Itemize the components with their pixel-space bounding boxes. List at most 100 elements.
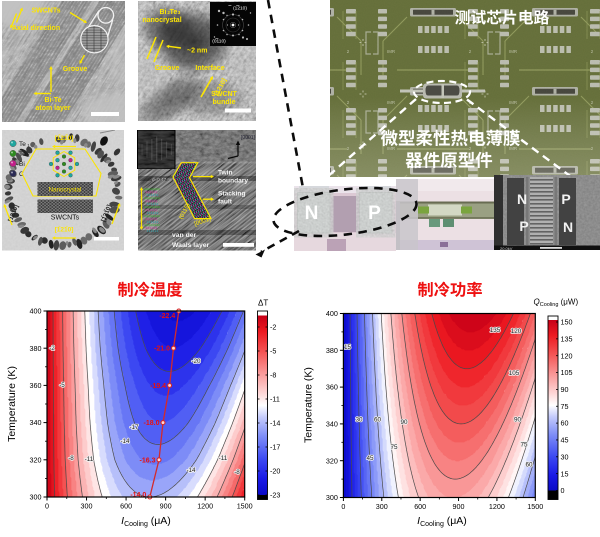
svg-text:van der: van der: [172, 232, 197, 239]
svg-text:400: 400: [326, 309, 338, 318]
svg-text:1500: 1500: [237, 502, 253, 511]
svg-text:P: P: [561, 191, 570, 207]
svg-text:QCooling (μW): QCooling (μW): [534, 298, 579, 309]
svg-text:-14: -14: [270, 419, 280, 428]
svg-text:900: 900: [160, 502, 172, 511]
svg-text:Axial direction: Axial direction: [12, 25, 60, 32]
svg-text:300: 300: [376, 502, 388, 511]
svg-text:1200: 1200: [197, 502, 213, 511]
svg-text:[1210]: [1210]: [55, 227, 74, 234]
svg-text:Waals layer: Waals layer: [172, 242, 210, 249]
svg-text:[0001]: [0001]: [241, 135, 256, 141]
svg-text:120: 120: [561, 351, 573, 360]
svg-text:Te: Te: [170, 9, 178, 16]
svg-text:300: 300: [326, 493, 338, 502]
svg-text:[1210]: [1210]: [55, 135, 74, 142]
svg-text:d=0.47 nm: d=0.47 nm: [152, 177, 174, 182]
svg-text:~2 nm: ~2 nm: [187, 48, 207, 55]
svg-text:90: 90: [400, 419, 408, 426]
svg-text:20.0kV: 20.0kV: [500, 246, 513, 251]
svg-text:60: 60: [561, 419, 569, 428]
svg-text:N: N: [563, 219, 573, 235]
svg-text:fault: fault: [218, 199, 233, 206]
svg-text:Nanocrystal: Nanocrystal: [49, 187, 82, 194]
svg-text:nanocrystal: nanocrystal: [142, 17, 181, 24]
svg-text:0: 0: [561, 486, 565, 495]
svg-text:Te: Te: [19, 151, 26, 158]
svg-text:-16.3: -16.3: [140, 457, 156, 464]
svg-text:Groove: Groove: [155, 65, 180, 72]
svg-text:Te: Te: [19, 141, 26, 148]
svg-text:P: P: [368, 203, 381, 224]
svg-text:1500: 1500: [527, 502, 543, 511]
svg-text:3: 3: [178, 10, 181, 15]
svg-text:360: 360: [30, 381, 42, 390]
svg-text:15: 15: [344, 344, 352, 351]
svg-text:-5: -5: [59, 382, 65, 389]
svg-text:[0001]: [0001]: [194, 216, 212, 227]
svg-text:-5: -5: [270, 347, 276, 356]
svg-text:-20: -20: [191, 358, 201, 365]
svg-text:60: 60: [525, 462, 533, 469]
svg-text:105: 105: [561, 368, 573, 377]
svg-text:Twin: Twin: [218, 170, 233, 177]
svg-text:45: 45: [366, 455, 374, 462]
svg-text:-2: -2: [270, 323, 276, 332]
svg-text:75: 75: [561, 402, 569, 411]
svg-text:-11: -11: [219, 455, 228, 462]
svg-text:400: 400: [30, 307, 42, 316]
svg-text:1200: 1200: [489, 502, 505, 511]
svg-text:-11: -11: [85, 456, 94, 463]
svg-text:45: 45: [561, 436, 569, 445]
svg-text:-22.4: -22.4: [159, 313, 175, 320]
svg-text:-18.0: -18.0: [144, 420, 160, 427]
svg-text:-20: -20: [270, 467, 280, 476]
svg-text:2: 2: [167, 10, 170, 15]
svg-text:Bi: Bi: [19, 161, 25, 168]
svg-text:0: 0: [341, 502, 345, 511]
svg-text:135: 135: [561, 335, 573, 344]
svg-text:ICooling (μA): ICooling (μA): [417, 515, 467, 528]
svg-text:60: 60: [374, 417, 382, 424]
svg-text:-21.0: -21.0: [154, 346, 170, 353]
svg-text:380: 380: [326, 346, 338, 355]
svg-text:900: 900: [453, 502, 465, 511]
svg-text:340: 340: [326, 420, 338, 429]
svg-text:atom layer: atom layer: [35, 105, 70, 112]
svg-text:-17: -17: [129, 424, 139, 431]
svg-text:-14: -14: [120, 438, 130, 445]
svg-text:Interface: Interface: [195, 65, 224, 72]
svg-text:boundary: boundary: [218, 178, 248, 185]
svg-text:1: 1: [27, 143, 30, 148]
svg-text:-11: -11: [270, 395, 280, 404]
svg-text:-14.0: -14.0: [130, 492, 146, 499]
svg-text:2: 2: [27, 153, 30, 158]
svg-text:600: 600: [120, 502, 132, 511]
svg-text:(0110): (0110): [212, 39, 226, 45]
svg-text:30: 30: [561, 452, 569, 461]
svg-text:135: 135: [490, 327, 501, 334]
svg-text:Temperature (K): Temperature (K): [303, 367, 315, 443]
svg-text:C: C: [19, 171, 24, 178]
svg-text:Bi: Bi: [160, 9, 167, 16]
svg-text:Temperature (K): Temperature (K): [6, 366, 18, 442]
svg-text:-14: -14: [186, 467, 196, 474]
svg-text:320: 320: [326, 456, 338, 465]
svg-text:360: 360: [326, 383, 338, 392]
svg-text:300: 300: [81, 502, 93, 511]
svg-text:SWCNTs: SWCNTs: [51, 215, 80, 222]
svg-text:120: 120: [511, 328, 522, 335]
svg-text:90: 90: [514, 417, 522, 424]
svg-text:15: 15: [561, 469, 569, 478]
svg-text:0: 0: [45, 502, 49, 511]
svg-text:300: 300: [30, 493, 42, 502]
svg-text:320: 320: [30, 455, 42, 464]
svg-text:-8: -8: [68, 455, 74, 462]
svg-text:Bi-Te: Bi-Te: [45, 97, 62, 104]
svg-text:105: 105: [509, 370, 520, 377]
svg-text:-8: -8: [234, 469, 240, 476]
svg-text:150: 150: [561, 318, 573, 327]
svg-text:(1210): (1210): [233, 6, 247, 12]
svg-text:P: P: [519, 218, 528, 234]
svg-text:-2: -2: [49, 345, 55, 352]
